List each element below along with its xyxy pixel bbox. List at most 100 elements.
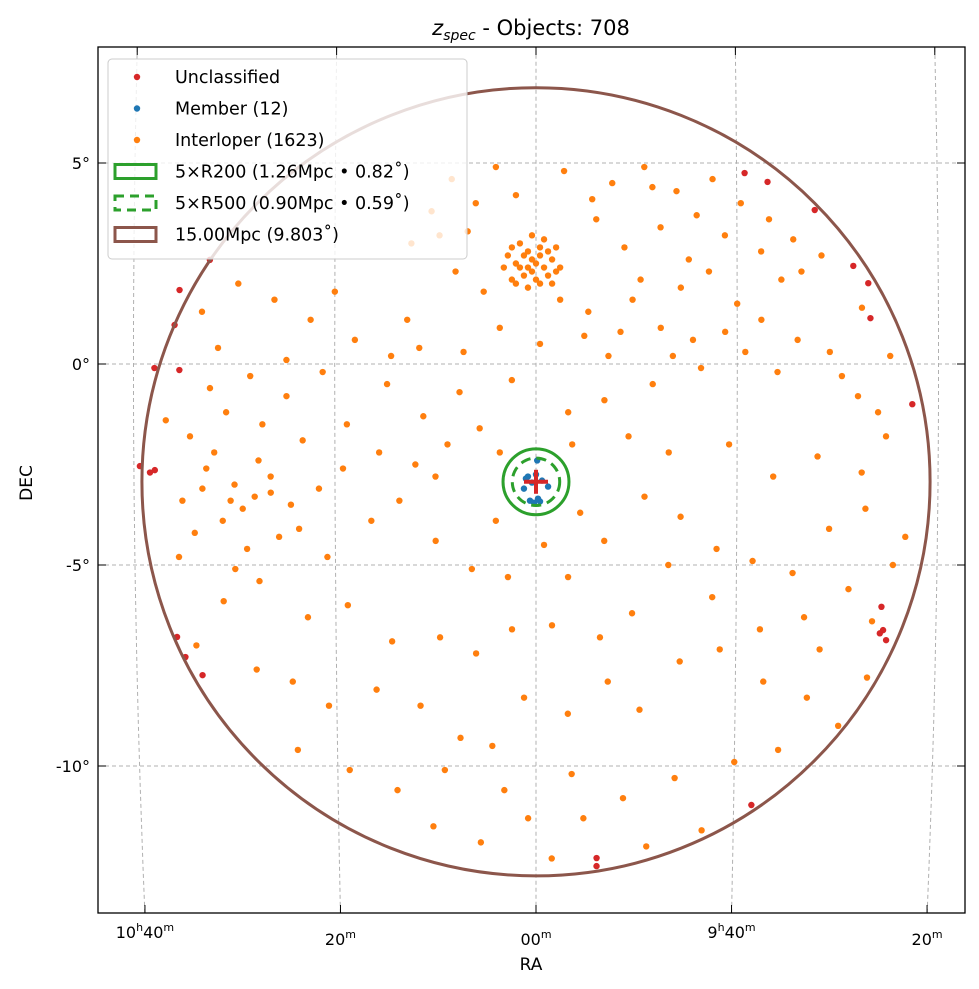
point-interloper <box>589 195 596 203</box>
legend-label: Interloper (1623) <box>175 131 324 151</box>
point-interloper <box>737 200 744 207</box>
point-interloper <box>456 388 463 396</box>
point-interloper <box>774 368 781 376</box>
point-interloper <box>677 284 685 291</box>
point-interloper <box>520 694 528 701</box>
point-interloper <box>657 224 664 231</box>
point-interloper <box>267 473 274 480</box>
point-interloper <box>304 614 312 621</box>
point-interloper <box>765 216 773 223</box>
point-interloper <box>858 469 865 476</box>
point-interloper <box>637 276 644 283</box>
point-interloper <box>436 634 444 641</box>
point-interloper <box>235 280 242 287</box>
point-interloper <box>838 372 846 380</box>
point-interloper <box>480 288 487 295</box>
point-interloper <box>548 622 556 629</box>
chart-title: zspec - Objects: 708 <box>431 16 630 44</box>
point-interloper <box>307 316 314 323</box>
point-interloper <box>548 855 555 862</box>
point-interloper <box>331 288 339 295</box>
point-member <box>544 483 552 490</box>
point-interloper <box>220 597 227 605</box>
point-interloper <box>512 260 520 267</box>
data-points <box>136 163 916 870</box>
point-interloper <box>560 167 568 175</box>
point-unclassified <box>593 854 600 862</box>
point-interloper <box>716 646 723 653</box>
point-interloper <box>324 553 331 561</box>
point-interloper <box>643 843 650 850</box>
point-interloper <box>416 344 423 352</box>
point-unclassified <box>867 314 874 322</box>
point-unclassified <box>764 178 771 186</box>
legend-item: 5×R500 (0.90Mpc • 0.59˚) <box>113 193 410 214</box>
x-tick-label: 10h40m <box>116 921 174 942</box>
point-unclassified <box>199 671 206 679</box>
point-interloper <box>232 565 239 573</box>
point-interloper <box>568 770 575 778</box>
y-tick-label: -10° <box>56 757 90 776</box>
grid-line-ra <box>133 47 146 913</box>
point-interloper <box>689 336 697 344</box>
cluster-center-marker <box>524 469 548 494</box>
point-interloper <box>601 396 608 404</box>
point-interloper <box>430 823 437 830</box>
point-interloper <box>339 465 347 472</box>
point-interloper <box>253 666 260 673</box>
point-interloper <box>203 465 210 472</box>
point-interloper <box>862 505 869 512</box>
point-interloper <box>206 384 214 392</box>
point-interloper <box>580 815 587 822</box>
point-interloper <box>271 296 278 303</box>
point-interloper <box>629 296 636 303</box>
point-interloper <box>803 694 811 701</box>
point-interloper <box>548 256 556 263</box>
legend-label: Unclassified <box>175 68 280 88</box>
point-interloper <box>191 529 198 537</box>
point-interloper <box>569 441 576 448</box>
point-interloper <box>814 453 821 460</box>
point-interloper <box>417 702 424 709</box>
point-interloper <box>556 264 564 271</box>
legend-patch-icon <box>113 194 158 212</box>
point-interloper <box>504 573 512 581</box>
point-interloper <box>508 276 516 283</box>
point-interloper <box>256 577 263 585</box>
point-interloper <box>621 244 628 251</box>
point-interloper <box>524 248 532 255</box>
point-interloper <box>199 485 206 492</box>
point-interloper <box>749 557 756 565</box>
point-interloper <box>325 702 333 709</box>
legend-item: Interloper (1623) <box>133 131 324 151</box>
circle-r500 <box>510 456 562 508</box>
point-interloper <box>818 252 825 259</box>
point-interloper <box>536 252 544 259</box>
grid-lines <box>98 47 965 913</box>
point-interloper <box>628 610 636 617</box>
point-interloper <box>665 561 672 569</box>
point-interloper <box>874 409 882 416</box>
legend-box <box>107 58 468 260</box>
point-interloper <box>492 517 500 524</box>
radius-circles <box>140 86 932 878</box>
point-interloper <box>508 244 516 251</box>
point-unclassified <box>865 279 872 287</box>
legend-item: Unclassified <box>133 68 280 88</box>
point-interloper <box>548 280 556 287</box>
point-interloper <box>259 421 266 428</box>
point-interloper <box>472 200 479 207</box>
point-interloper <box>496 449 503 456</box>
point-interloper <box>520 272 528 279</box>
grid-line-ra <box>926 47 939 913</box>
point-interloper <box>294 746 302 754</box>
point-interloper <box>255 457 262 464</box>
legend-marker-icon <box>133 136 141 144</box>
point-interloper <box>756 626 764 633</box>
point-interloper <box>501 786 508 794</box>
circle-15mpc <box>140 86 932 878</box>
point-interloper <box>705 268 713 275</box>
point-interloper <box>343 421 351 428</box>
point-interloper <box>524 264 532 271</box>
